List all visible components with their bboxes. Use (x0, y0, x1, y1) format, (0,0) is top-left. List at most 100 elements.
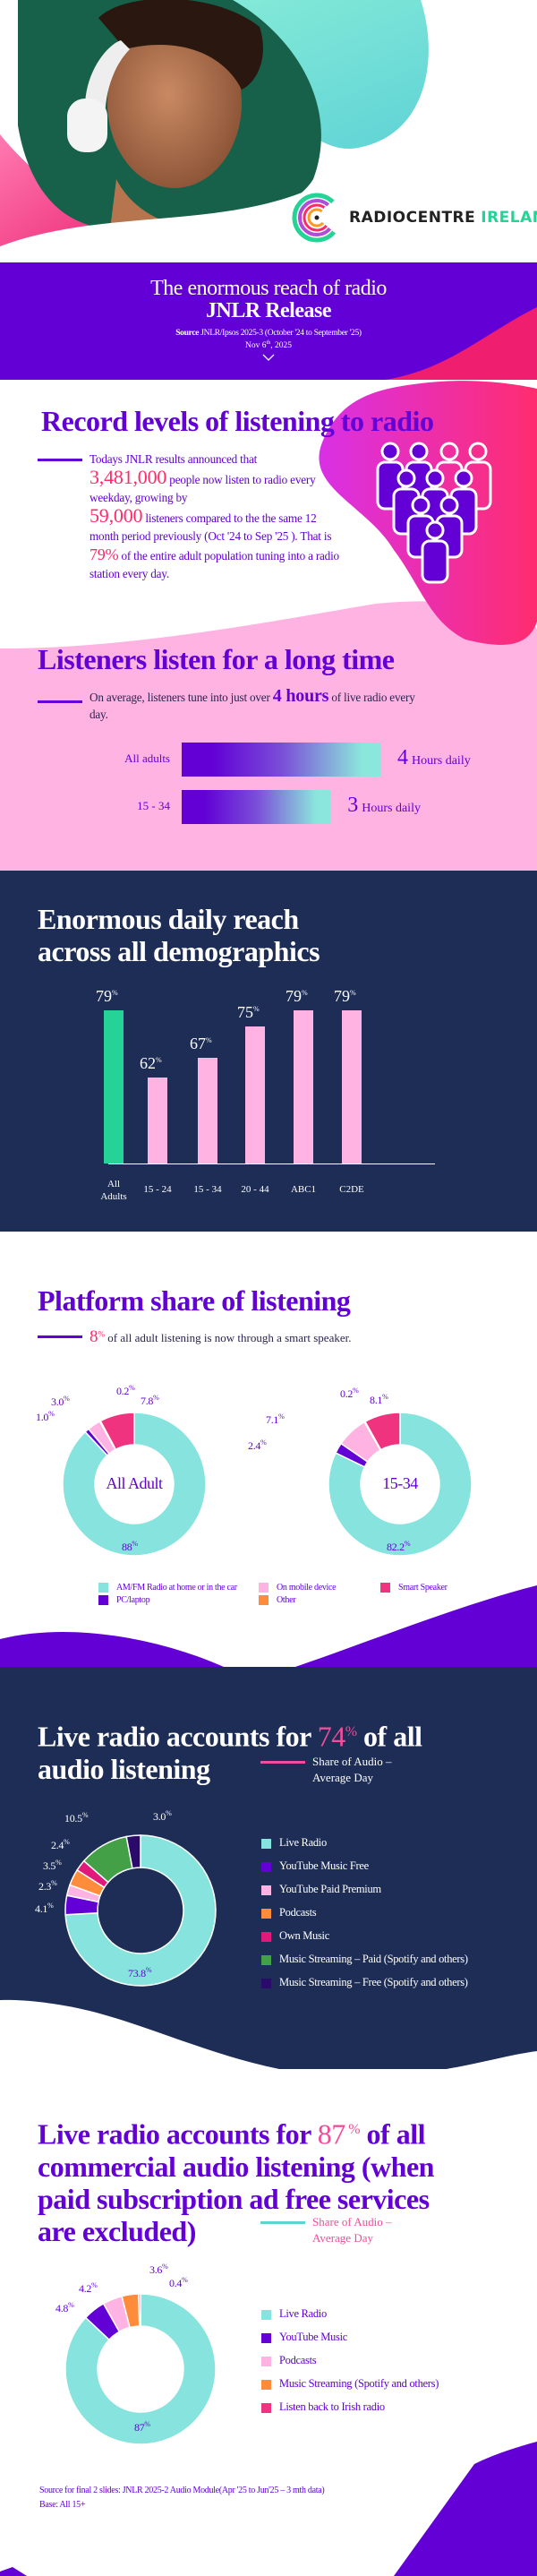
legend-item: YouTube Music (261, 2331, 347, 2344)
audio-title-pre: Live radio accounts for (38, 1720, 318, 1753)
data-label: 2.4% (51, 1838, 70, 1851)
audio-live-radio-percent: 74 (317, 1720, 346, 1753)
legend-swatch (261, 2309, 271, 2320)
donut-slice (98, 1420, 117, 1451)
date-text: Nov 6 (245, 341, 267, 351)
hero: RADIOCENTRE IRELAND (0, 0, 537, 262)
legend-item: Music Streaming – Free (Spotify and othe… (261, 1976, 468, 1989)
bar-value-label: 75% (237, 1002, 260, 1021)
commercial-title-post: of all (360, 2117, 426, 2151)
data-label: 3.0% (153, 1809, 172, 1823)
data-label: 3.6% (149, 2263, 168, 2276)
data-label: 87% (134, 2420, 150, 2434)
x-axis (108, 1163, 435, 1164)
legend-swatch (261, 1885, 271, 1895)
legend-swatch (98, 1595, 108, 1606)
bar-value-label: 79% (96, 987, 118, 1006)
percent-sign: % (345, 1724, 357, 1739)
data-label: 10.5% (64, 1811, 89, 1825)
legend-swatch (261, 2402, 271, 2413)
base-text: Base: All 15+ (39, 2500, 86, 2510)
bar-value-label: 79% (334, 987, 356, 1006)
x-tick-label: 15 - 34 (193, 1184, 222, 1195)
legend-item: AM/FM Radio at home or in the car (98, 1583, 237, 1593)
x-tick-label: 20 - 44 (241, 1184, 269, 1195)
percent-sign: % (98, 1329, 106, 1339)
bar-value-label: 62% (140, 1053, 162, 1072)
percent-sign: % (345, 2122, 361, 2137)
legend-swatch (261, 1838, 271, 1849)
donut-slice (84, 2302, 121, 2341)
audio-note: Share of Audio – Average Day (312, 1755, 392, 1784)
donut-center-label: All Adult (106, 1474, 163, 1492)
data-label: 4.2% (79, 2281, 98, 2295)
data-label: 7.8% (141, 1394, 159, 1407)
source-text: Source for final 2 slides: JNLR 2025-2 A… (39, 2486, 325, 2495)
bar (245, 1026, 265, 1163)
data-label: 1.0% (36, 1410, 55, 1423)
commercial-title-line-4: are excluded) (38, 2214, 196, 2247)
legend-item: YouTube Music Free (261, 1859, 369, 1873)
legend-item: Live Radio (261, 1836, 327, 1850)
source-label: Source (175, 329, 200, 338)
legend-swatch (261, 2379, 271, 2390)
radiocentre-logo-icon (292, 193, 342, 243)
bar (294, 1010, 313, 1163)
divider-line (260, 2221, 305, 2224)
data-label: 3.5% (43, 1859, 62, 1872)
legend-swatch (98, 1583, 108, 1593)
smart-speaker-percent: 8 (90, 1327, 98, 1346)
data-label: 2.4% (248, 1438, 267, 1452)
wave-decoration (385, 307, 537, 380)
legend-swatch (261, 2332, 271, 2343)
listener-growth: 59,000 (90, 504, 143, 527)
reach-bar-chart: 79% All Adults 62% 15 - 24 67% 15 - 34 75% 20 -… (0, 985, 537, 1202)
x-tick-label: ABC1 (290, 1184, 317, 1195)
audio-title-line-2: audio listening (38, 1752, 210, 1785)
legend-swatch (380, 1583, 390, 1593)
divider-line (38, 1335, 82, 1338)
bar (198, 1057, 217, 1163)
legend-item: Smart Speaker (380, 1583, 448, 1593)
donut-slice (102, 2295, 131, 2333)
hours-value: 3 Hours daily (347, 794, 421, 817)
commercial-title-pre: Live radio accounts for (38, 2117, 318, 2151)
source-text: JNLR/Ipsos 2025-3 (October '24 to Septem… (199, 329, 362, 338)
commercial-title: Live radio accounts for 87 % of all comm… (38, 2114, 434, 2247)
brand-name-country: IRELAND (481, 209, 537, 227)
hours-row-label: All adults (124, 751, 170, 765)
x-tick-label: 15 - 24 (143, 1184, 172, 1195)
donut-slice (87, 1420, 116, 1455)
hours-value: 4 Hours daily (397, 746, 471, 769)
data-label: 3.0% (51, 1395, 70, 1408)
data-label: 88% (122, 1540, 138, 1553)
legend-swatch (259, 1595, 268, 1606)
commercial-title-line-3: paid subscription ad free services (38, 2182, 430, 2215)
data-label: 0.4% (169, 2276, 188, 2289)
legend-swatch (261, 1931, 271, 1942)
data-label: 0.2% (116, 1384, 135, 1397)
audio-title-post: of all (356, 1720, 422, 1753)
banner-source: Source JNLR/Ipsos 2025-3 (October '24 to… (0, 329, 537, 338)
record-title: Record levels of listening to radio (41, 405, 434, 437)
record-text-2: people now listen to radio every weekday… (90, 473, 316, 504)
donut-slice (99, 1412, 135, 1451)
donut-slice (138, 2293, 141, 2327)
legend-swatch (261, 1978, 271, 1988)
donut-slice (363, 1421, 382, 1451)
divider-line (38, 700, 82, 703)
reach-section (0, 871, 537, 1232)
audio-title: Live radio accounts for 74% of all audio… (38, 1716, 422, 1785)
platform-title: Platform share of listening (38, 1284, 351, 1317)
data-label: 73.8% (128, 1966, 152, 1979)
legend-item: Music Streaming (Spotify and others) (261, 2377, 439, 2391)
legend-swatch (259, 1583, 268, 1593)
data-label: 4.8% (55, 2301, 74, 2314)
banner-subtitle: JNLR Release (206, 299, 331, 322)
donut-slice (121, 2293, 141, 2329)
data-label: 7.1% (266, 1413, 285, 1426)
legend-item: Podcasts (261, 1906, 317, 1919)
platform-text-body: of all adult listening is now through a … (105, 1331, 352, 1344)
hours-bar (182, 790, 332, 824)
chevron-down-icon[interactable] (261, 353, 276, 362)
